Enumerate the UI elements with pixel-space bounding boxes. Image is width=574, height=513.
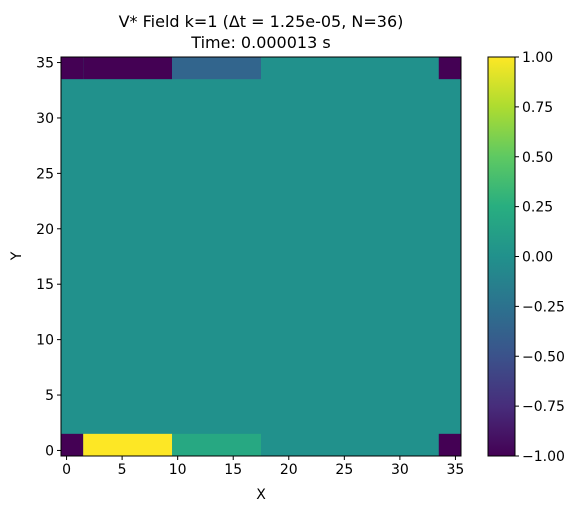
x-tick-label: 35	[447, 462, 465, 478]
y-tick-label: 30	[36, 111, 54, 127]
colorbar-tick-label: 1.00	[522, 50, 553, 66]
x-tick-label: 25	[335, 462, 353, 478]
heatmap-cell	[438, 57, 461, 80]
colorbar-tick-label: −0.50	[522, 349, 565, 365]
y-tick-label: 5	[45, 388, 54, 404]
plot-frame	[60, 56, 462, 457]
colorbar	[487, 56, 516, 457]
y-tick-label: 20	[36, 222, 54, 238]
colorbar-tick-label: 0.75	[522, 100, 553, 116]
heatmap-cell	[438, 433, 461, 456]
heatmap-cell	[83, 433, 173, 456]
y-axis-label: Y	[9, 251, 25, 261]
chart-title-line1: V* Field k=1 (Δt = 1.25e-05, N=36)	[119, 12, 404, 31]
colorbar-tick-label: −0.75	[522, 399, 565, 415]
colorbar-tick-label: −0.25	[522, 299, 565, 315]
colorbar-tick-label: 0.50	[522, 150, 553, 166]
colorbar-tick-label: −1.00	[522, 449, 565, 465]
heatmap-cell	[61, 433, 84, 456]
chart-title-line2: Time: 0.000013 s	[190, 33, 330, 52]
x-axis-ticks: 0 5 10 15 20 25 30 35	[62, 456, 464, 478]
heatmap-cell	[172, 57, 261, 80]
plot-area	[60, 56, 462, 457]
heatmap-background	[61, 57, 461, 456]
y-tick-label: 35	[36, 56, 54, 72]
y-tick-label: 10	[36, 333, 54, 349]
colorbar-tick-label: 0.00	[522, 250, 553, 266]
x-tick-label: 30	[391, 462, 409, 478]
x-axis-label: X	[256, 487, 266, 503]
colorbar-ticks: 1.00 0.75 0.50 0.25 0.00 −0.25 −0.50 −0.75 −1.00	[515, 50, 565, 465]
x-tick-label: 0	[62, 462, 71, 478]
x-tick-label: 5	[118, 462, 127, 478]
heatmap-cell	[61, 57, 84, 80]
heatmap-cell	[83, 57, 173, 80]
y-tick-label: 25	[36, 166, 54, 182]
y-tick-label: 15	[36, 277, 54, 293]
x-tick-label: 20	[280, 462, 298, 478]
x-tick-label: 10	[169, 462, 187, 478]
y-axis-ticks: 0 5 10 15 20 25 30 35	[36, 56, 61, 459]
heatmap-cell	[172, 433, 261, 456]
colorbar-tick-label: 0.25	[522, 200, 553, 216]
y-tick-label: 0	[45, 443, 54, 459]
x-tick-label: 15	[224, 462, 242, 478]
